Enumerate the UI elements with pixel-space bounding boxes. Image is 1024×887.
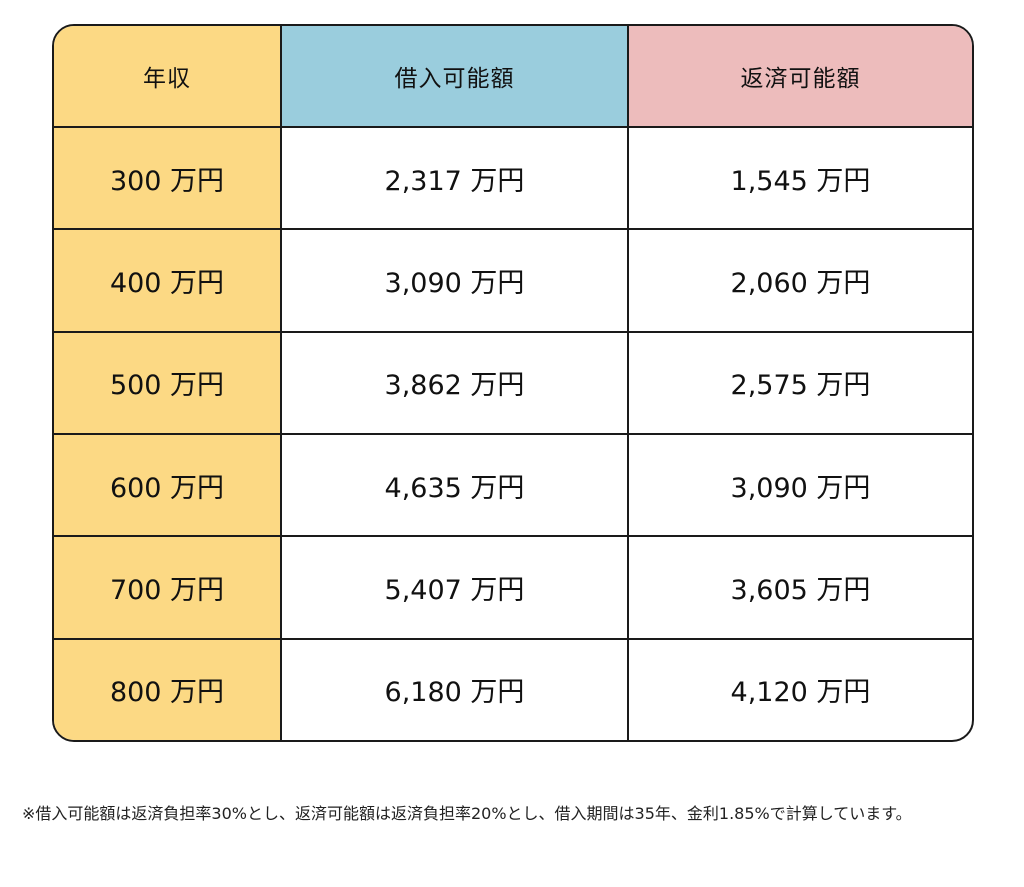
table-row: 300 万円 2,317 万円 1,545 万円 <box>54 127 972 231</box>
cell-repayable: 3,605 万円 <box>628 536 972 640</box>
cell-income: 300 万円 <box>54 127 282 231</box>
cell-income: 600 万円 <box>54 433 282 538</box>
cell-repayable: 2,575 万円 <box>628 331 972 435</box>
table-row: 600 万円 4,635 万円 3,090 万円 <box>54 433 972 538</box>
cell-repayable: 4,120 万円 <box>730 677 871 709</box>
header-income: 年収 <box>54 26 282 128</box>
cell-repayable: 1,545 万円 <box>628 127 972 231</box>
cell-borrowable: 5,407 万円 <box>281 536 629 640</box>
cell-income: 800 万円 <box>54 638 282 740</box>
table-header-row: 年収 借入可能額 返済可能額 <box>54 26 972 128</box>
table-row: 400 万円 3,090 万円 2,060 万円 <box>54 229 972 333</box>
table-row: 700 万円 5,407 万円 3,605 万円 <box>54 536 972 640</box>
cell-income: 400 万円 <box>54 229 282 333</box>
cell-income: 500 万円 <box>54 331 282 435</box>
table-row: 500 万円 3,862 万円 2,575 万円 <box>54 331 972 435</box>
cell-income: 700 万円 <box>54 536 282 640</box>
cell-borrowable: 3,862 万円 <box>281 331 629 435</box>
loan-table: 年収 借入可能額 返済可能額 300 万円 2,317 万円 1,545 万円 … <box>54 26 972 740</box>
header-repayable: 返済可能額 <box>628 26 972 128</box>
loan-table-container: 年収 借入可能額 返済可能額 300 万円 2,317 万円 1,545 万円 … <box>52 24 974 742</box>
cell-borrowable: 6,180 万円 <box>281 638 629 740</box>
table-row: 800 万円 6,180 万円 4,120 万円 <box>54 638 972 740</box>
cell-repayable: 2,060 万円 <box>628 229 972 333</box>
cell-borrowable: 3,090 万円 <box>281 229 629 333</box>
header-borrowable: 借入可能額 <box>281 26 629 128</box>
cell-borrowable: 2,317 万円 <box>281 127 629 231</box>
cell-borrowable: 4,635 万円 <box>281 433 629 538</box>
footnote: ※借入可能額は返済負担率30%とし、返済可能額は返済負担率20%とし、借入期間は… <box>22 804 912 823</box>
cell-repayable: 3,090 万円 <box>628 433 972 538</box>
